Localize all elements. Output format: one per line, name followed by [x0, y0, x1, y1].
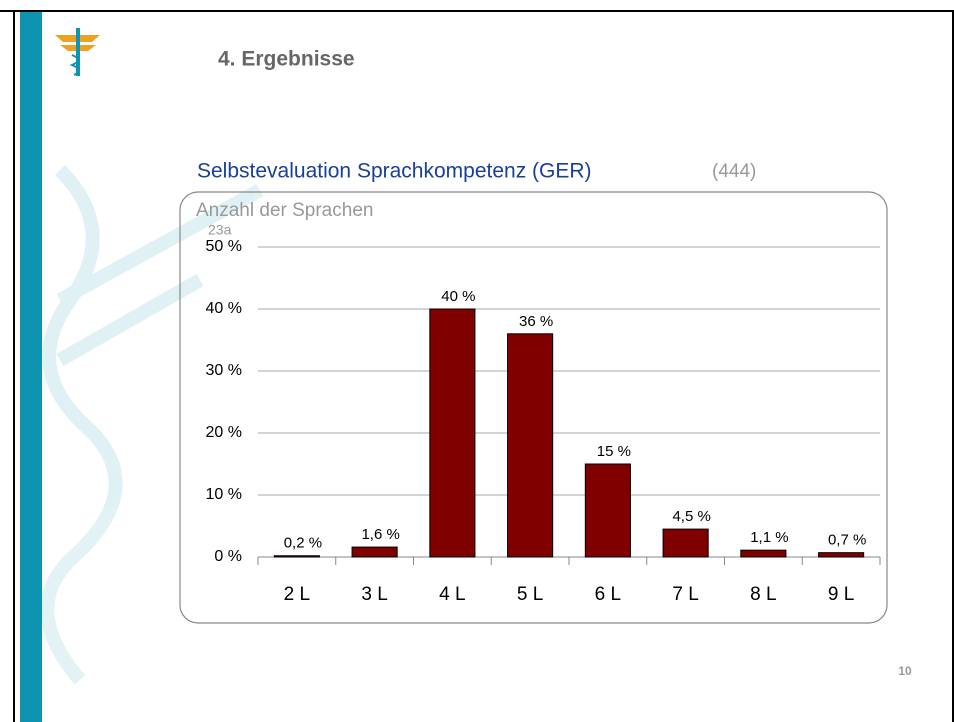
bar: [273, 555, 320, 558]
data-label: 0,7 %: [828, 532, 866, 549]
y-tick-label: 0 %: [214, 548, 242, 565]
bar: [818, 552, 865, 558]
annotation: 23a: [208, 222, 232, 238]
data-label: 40 %: [441, 288, 475, 305]
side-bar: [20, 12, 42, 722]
background-emblem: [40, 165, 264, 685]
data-label: 4,5 %: [672, 508, 710, 525]
y-axis-label: Anzahl der Sprachen: [196, 200, 373, 221]
y-tick-label: 20 %: [206, 424, 242, 441]
data-label: 0,2 %: [284, 535, 322, 552]
x-tick-label: 2 L: [284, 584, 310, 605]
bar: [584, 463, 631, 558]
data-label: 1,1 %: [750, 529, 788, 546]
x-tick-label: 7 L: [672, 584, 698, 605]
chart-title: Selbstevaluation Sprachkompetenz (GER): [197, 160, 592, 183]
bar: [507, 333, 554, 558]
y-tick-label: 40 %: [206, 300, 242, 317]
y-tick-label: 10 %: [206, 486, 242, 503]
bar: [662, 528, 709, 558]
slide-title: 4. Ergebnisse: [218, 48, 355, 71]
y-tick-label: 50 %: [206, 238, 242, 255]
bar: [351, 546, 398, 558]
bar: [429, 308, 476, 558]
x-tick-label: 4 L: [439, 584, 465, 605]
x-tick-label: 3 L: [361, 584, 387, 605]
x-tick-label: 8 L: [750, 584, 776, 605]
chart-frame: [179, 191, 888, 624]
data-label: 36 %: [519, 313, 553, 330]
page-number: 10: [898, 664, 912, 678]
bar: [740, 549, 787, 558]
x-tick-label: 5 L: [517, 584, 543, 605]
x-tick-label: 9 L: [828, 584, 854, 605]
x-tick-label: 6 L: [595, 584, 621, 605]
logo: [55, 28, 100, 76]
data-label: 15 %: [597, 443, 631, 460]
chart-subtitle: (444): [712, 161, 756, 182]
y-tick-label: 30 %: [206, 362, 242, 379]
data-label: 1,6 %: [361, 526, 399, 543]
